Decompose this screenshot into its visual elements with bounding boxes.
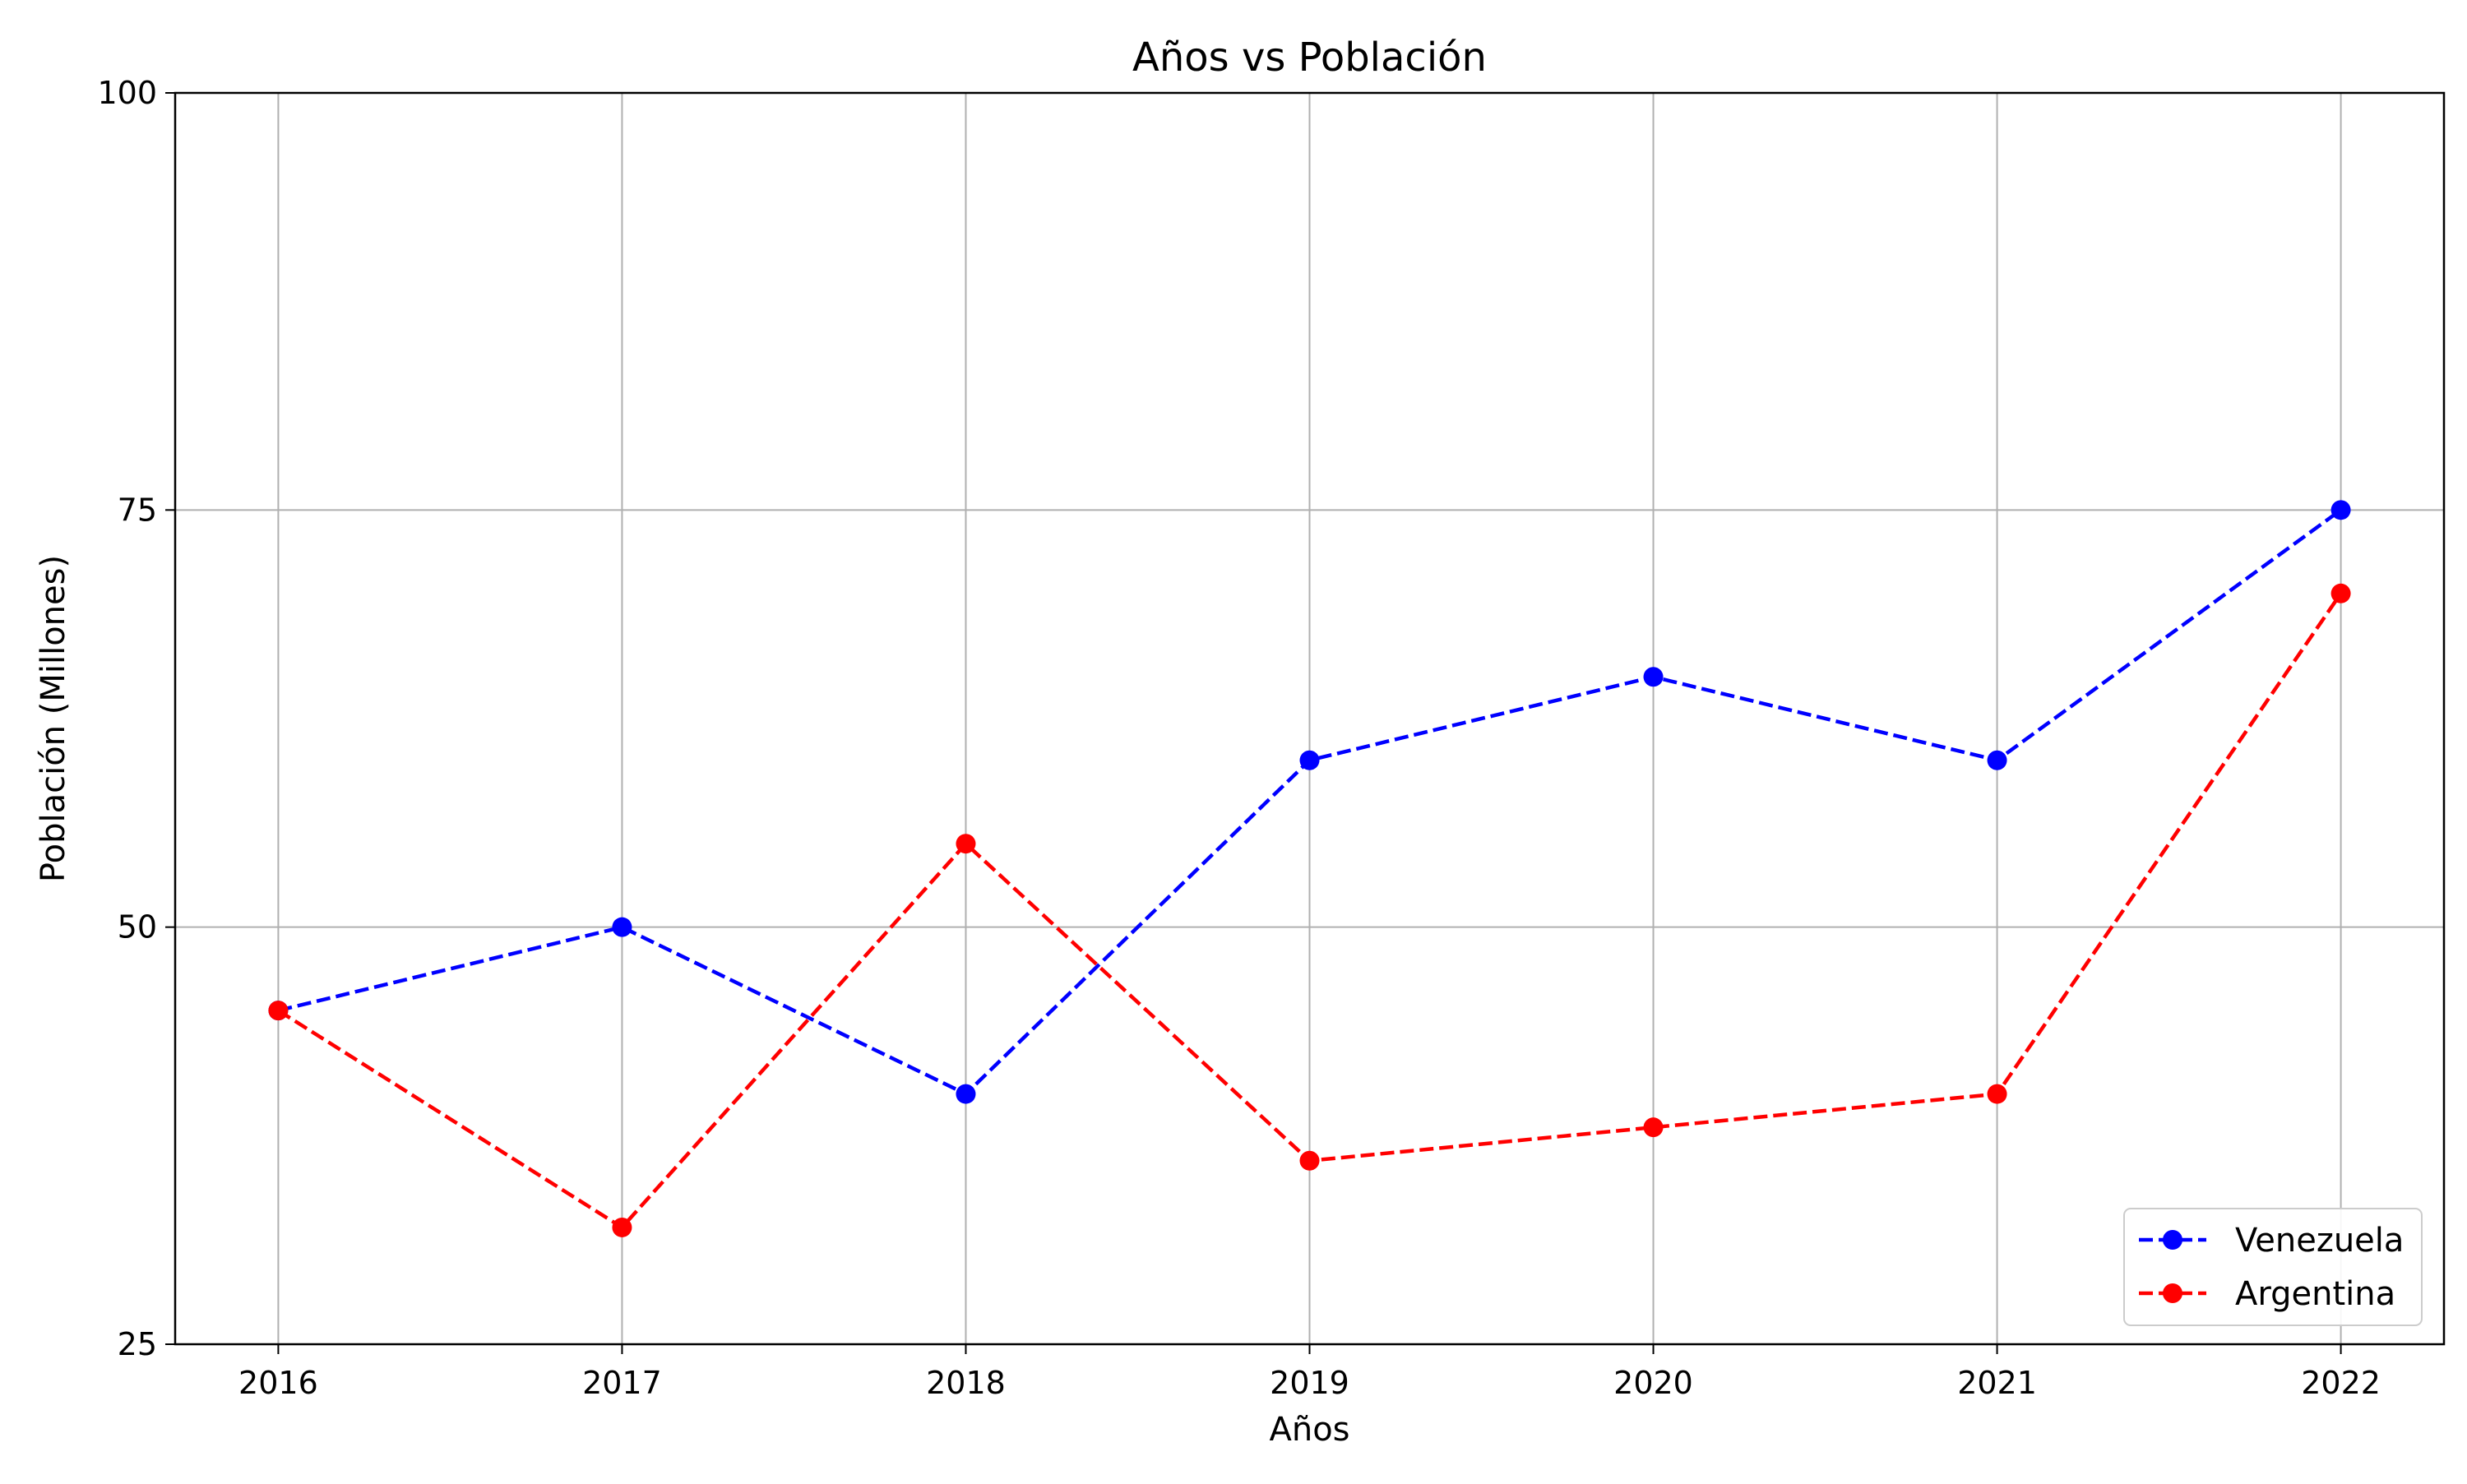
x-tick-label: 2018 — [926, 1365, 1006, 1401]
x-tick-label: 2017 — [582, 1365, 662, 1401]
y-tick-label: 50 — [118, 909, 157, 945]
data-point-venezuela — [612, 917, 632, 937]
data-point-venezuela — [1299, 750, 1320, 770]
y-tick-label: 25 — [118, 1326, 157, 1362]
data-point-argentina — [612, 1217, 632, 1237]
y-axis-label: Población (Millones) — [35, 555, 72, 882]
x-tick-label: 2019 — [1270, 1365, 1349, 1401]
data-point-argentina — [956, 834, 976, 854]
x-tick-label: 2016 — [238, 1365, 318, 1401]
legend-label-argentina: Argentina — [2235, 1275, 2395, 1313]
legend-label-venezuela: Venezuela — [2235, 1222, 2404, 1260]
series-argentina — [268, 583, 2351, 1237]
axis-ticks: 2016 2017 2018 2019 2020 2021 2022 25 50 75 100 — [97, 75, 2380, 1401]
grid — [175, 93, 2444, 1344]
data-point-venezuela — [2330, 500, 2351, 520]
data-point-venezuela — [1987, 750, 2007, 770]
y-tick-label: 75 — [118, 492, 157, 528]
data-point-venezuela — [956, 1084, 976, 1104]
x-tick-label: 2020 — [1613, 1365, 1693, 1401]
data-point-argentina — [1299, 1150, 1320, 1171]
legend-swatch-marker-venezuela — [2163, 1230, 2182, 1250]
data-point-venezuela — [1643, 667, 1664, 687]
x-axis-label: Años — [1269, 1411, 1349, 1449]
series-group — [268, 500, 2351, 1237]
y-tick-label: 100 — [97, 75, 157, 111]
data-point-argentina — [1643, 1117, 1664, 1138]
legend-swatch-marker-argentina — [2163, 1283, 2182, 1303]
legend: Venezuela Argentina — [2123, 1208, 2423, 1326]
data-point-argentina — [268, 1001, 289, 1021]
legend-box — [2123, 1208, 2423, 1326]
x-tick-label: 2021 — [1957, 1365, 2037, 1401]
chart-title: Años vs Población — [1132, 35, 1487, 81]
data-point-argentina — [2330, 583, 2351, 603]
data-point-argentina — [1987, 1084, 2007, 1104]
x-tick-label: 2022 — [2301, 1365, 2381, 1401]
